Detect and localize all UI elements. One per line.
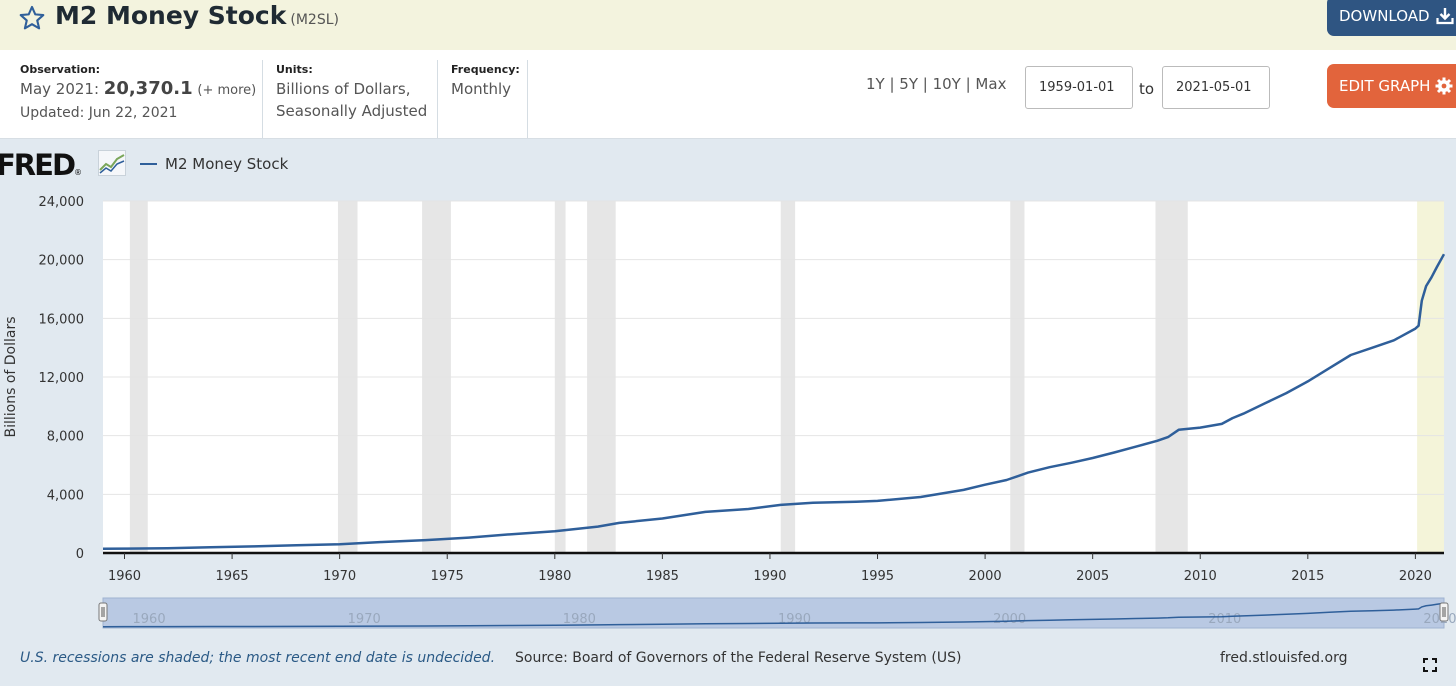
observation-block: Observation: May 2021: 20,370.1 (+ more)… [20, 62, 256, 124]
page-title: M2 Money Stock (M2SL) [55, 1, 339, 30]
series-line[interactable] [102, 253, 1446, 551]
navigator-left-handle[interactable] [98, 602, 108, 622]
units-line-2: Seasonally Adjusted [276, 102, 428, 120]
units-label: Units: [276, 63, 313, 76]
download-button[interactable]: DOWNLOAD [1327, 0, 1456, 36]
navigator-tick-label: 1960 [133, 612, 166, 627]
x-tick-label: 1965 [216, 569, 249, 584]
chart-legend[interactable]: M2 Money Stock [140, 155, 288, 173]
x-tick-label: 1975 [431, 569, 464, 584]
y-tick-label: 8,000 [47, 430, 84, 445]
logo-chart-icon [98, 150, 126, 176]
end-date-input[interactable] [1162, 66, 1270, 109]
y-tick-label: 12,000 [39, 371, 85, 386]
x-tick-label: 1960 [108, 569, 141, 584]
y-axis-label: Billions of Dollars [3, 316, 19, 437]
legend-swatch [140, 163, 157, 165]
trademark-mark: ® [74, 168, 83, 177]
navigator-right-handle[interactable] [1439, 602, 1449, 622]
range-presets[interactable]: 1Y | 5Y | 10Y | Max [866, 75, 1007, 93]
frequency-label: Frequency: [451, 63, 520, 76]
download-icon [1435, 8, 1454, 25]
chart[interactable]: 0 4,000 8,000 12,000 16,000 20,000 24,000 Billi… [0, 185, 1456, 640]
navigator-tick-label: 1980 [563, 612, 596, 627]
x-tick-label: 2020 [1399, 569, 1432, 584]
download-label: DOWNLOAD [1339, 7, 1430, 25]
site-url[interactable]: fred.stlouisfed.org [1220, 650, 1348, 666]
more-link[interactable]: (+ more) [197, 83, 257, 98]
fullscreen-icon[interactable] [1423, 658, 1437, 672]
y-tick-label: 16,000 [39, 312, 85, 327]
start-date-input[interactable] [1025, 66, 1133, 109]
y-tick-label: 24,000 [39, 195, 85, 210]
x-tick-label: 1990 [753, 569, 786, 584]
star-icon[interactable] [18, 4, 46, 32]
divider [527, 60, 528, 138]
navigator-line [102, 602, 1445, 628]
x-tick-label: 2005 [1076, 569, 1109, 584]
edit-graph-label: EDIT GRAPH [1339, 77, 1431, 95]
units-block: Units: Billions of Dollars, Seasonally A… [276, 62, 427, 122]
navigator-tick-label: 2010 [1208, 612, 1241, 627]
legend-series-name: M2 Money Stock [165, 155, 289, 173]
x-tick-label: 2015 [1291, 569, 1324, 584]
frequency-value: Monthly [451, 80, 512, 98]
observation-line: May 2021: 20,370.1 (+ more) [20, 78, 256, 102]
navigator-tick-label: 1970 [348, 612, 381, 627]
y-tick-label: 0 [76, 547, 84, 562]
fred-logo-text: FRED [0, 148, 76, 182]
y-tick-label: 4,000 [47, 488, 84, 503]
x-tick-label: 1980 [538, 569, 571, 584]
updated-date: Updated: Jun 22, 2021 [20, 105, 178, 121]
frequency-block: Frequency: Monthly [451, 62, 520, 100]
observation-date: May 2021: [20, 80, 100, 98]
recession-note: U.S. recessions are shaded; the most rec… [20, 650, 496, 666]
edit-graph-button[interactable]: EDIT GRAPH [1327, 64, 1456, 108]
gear-icon [1435, 77, 1453, 95]
x-tick-label: 2000 [969, 569, 1002, 584]
fred-logo[interactable]: FRED® [0, 148, 82, 182]
divider [437, 60, 438, 138]
series-title: M2 Money Stock [55, 1, 287, 30]
navigator-tick-label: 1990 [778, 612, 811, 627]
series-id: (M2SL) [290, 12, 339, 28]
y-tick-label: 20,000 [39, 254, 85, 269]
divider [262, 60, 263, 138]
title-bar: M2 Money Stock (M2SL) DOWNLOAD [0, 0, 1456, 50]
units-line-1: Billions of Dollars, [276, 80, 411, 98]
x-tick-label: 1985 [646, 569, 679, 584]
source-note: Source: Board of Governors of the Federa… [515, 650, 962, 666]
observation-value: 20,370.1 [103, 78, 193, 99]
navigator-tick-label: 2000 [993, 612, 1026, 627]
to-label: to [1139, 80, 1155, 98]
observation-label: Observation: [20, 63, 101, 76]
x-tick-label: 2010 [1184, 569, 1217, 584]
x-tick-label: 1970 [323, 569, 356, 584]
x-tick-label: 1995 [861, 569, 894, 584]
